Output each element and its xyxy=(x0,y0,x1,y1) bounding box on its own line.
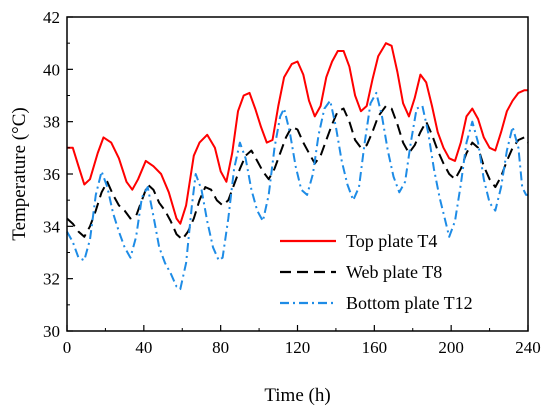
x-tick-label: 80 xyxy=(212,338,229,357)
series-line-1 xyxy=(67,42,528,225)
y-tick-label: 30 xyxy=(43,322,60,341)
legend-label-1: Top plate T4 xyxy=(346,231,437,251)
y-axis-label: Temperature (°C) xyxy=(9,107,30,240)
x-tick-label: 0 xyxy=(63,338,72,357)
x-tick-label: 120 xyxy=(285,338,311,357)
x-tick-label: 240 xyxy=(515,338,541,357)
y-tick-label: 32 xyxy=(43,270,60,289)
y-tick-label: 38 xyxy=(43,113,60,132)
x-axis-ticks: 0 40 80 120 160 200 240 xyxy=(63,325,541,357)
legend-label-2: Web plate T8 xyxy=(346,262,442,282)
y-tick-label: 34 xyxy=(43,217,61,236)
x-tick-label: 40 xyxy=(135,338,152,357)
series-line-2 xyxy=(66,105,529,241)
x-axis-label: Time (h) xyxy=(264,385,330,406)
y-tick-label: 42 xyxy=(43,8,60,27)
x-tick-label: 160 xyxy=(362,338,388,357)
y-tick-label: 40 xyxy=(43,60,60,79)
legend-label-3: Bottom plate T12 xyxy=(346,293,473,313)
y-tick-label: 36 xyxy=(43,165,60,184)
legend: Top plate T4 Web plate T8 Bottom plate T12 xyxy=(280,231,473,313)
plot-lines xyxy=(66,42,529,291)
y-axis-ticks: 30 32 34 36 38 40 42 xyxy=(43,8,73,341)
series-line-3 xyxy=(66,91,528,291)
x-tick-label: 200 xyxy=(438,338,464,357)
